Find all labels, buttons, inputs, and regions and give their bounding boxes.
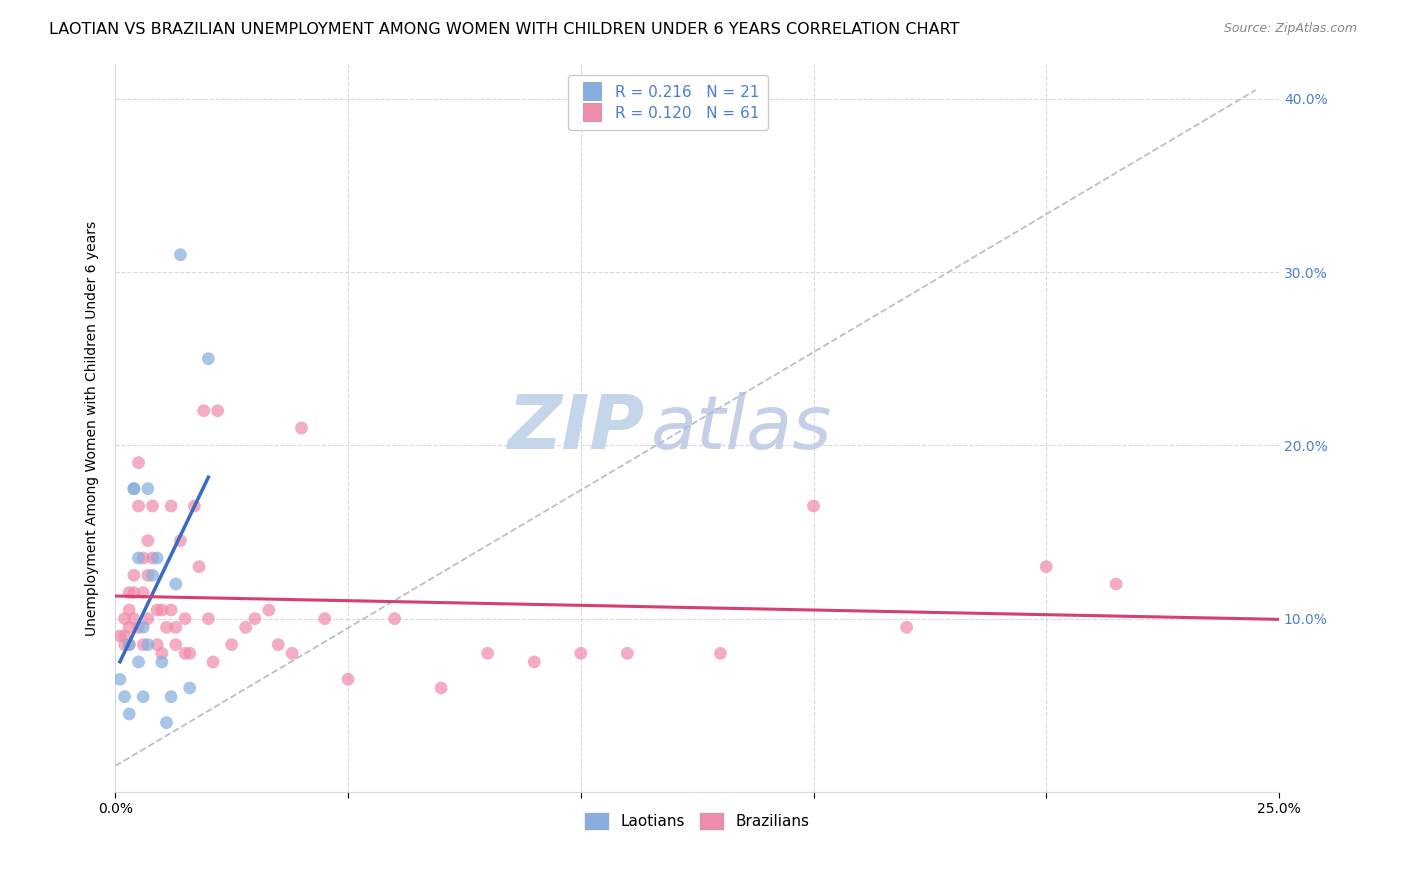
Point: [337, 673, 360, 687]
Point: [128, 456, 150, 470]
Point: [267, 638, 290, 652]
Y-axis label: Unemployment Among Women with Children Under 6 years: Unemployment Among Women with Children U…: [86, 220, 100, 636]
Point: [1105, 577, 1128, 591]
Point: [235, 620, 257, 634]
Point: [709, 646, 731, 660]
Point: [118, 638, 141, 652]
Point: [257, 603, 280, 617]
Point: [169, 248, 191, 262]
Point: [803, 499, 825, 513]
Point: [122, 482, 145, 496]
Point: [193, 403, 215, 417]
Point: [141, 551, 163, 566]
Point: [169, 533, 191, 548]
Point: [118, 585, 141, 599]
Point: [165, 620, 187, 634]
Point: [128, 655, 150, 669]
Point: [155, 620, 177, 634]
Point: [384, 612, 406, 626]
Point: [281, 646, 304, 660]
Point: [430, 681, 453, 695]
Point: [122, 482, 145, 496]
Point: [114, 690, 136, 704]
Point: [150, 655, 173, 669]
Point: [160, 603, 183, 617]
Point: [132, 585, 155, 599]
Point: [132, 690, 155, 704]
Point: [146, 551, 169, 566]
Text: LAOTIAN VS BRAZILIAN UNEMPLOYMENT AMONG WOMEN WITH CHILDREN UNDER 6 YEARS CORREL: LAOTIAN VS BRAZILIAN UNEMPLOYMENT AMONG …: [49, 22, 960, 37]
Point: [188, 559, 211, 574]
Point: [132, 551, 155, 566]
Point: [141, 568, 163, 582]
Point: [523, 655, 546, 669]
Point: [197, 351, 219, 366]
Point: [243, 612, 266, 626]
Point: [118, 603, 141, 617]
Point: [132, 620, 155, 634]
Point: [569, 646, 592, 660]
Point: [896, 620, 918, 634]
Point: [122, 585, 145, 599]
Point: [174, 646, 197, 660]
Point: [290, 421, 312, 435]
Point: [1035, 559, 1057, 574]
Point: [165, 577, 187, 591]
Text: ZIP: ZIP: [508, 392, 645, 465]
Point: [183, 499, 205, 513]
Point: [179, 681, 201, 695]
Point: [141, 499, 163, 513]
Point: [128, 620, 150, 634]
Point: [165, 638, 187, 652]
Point: [118, 706, 141, 721]
Point: [221, 638, 243, 652]
Point: [114, 638, 136, 652]
Point: [160, 690, 183, 704]
Point: [146, 603, 169, 617]
Point: [118, 620, 141, 634]
Point: [207, 403, 229, 417]
Point: [132, 638, 155, 652]
Point: [108, 673, 131, 687]
Point: [136, 612, 159, 626]
Point: [122, 612, 145, 626]
Point: [136, 638, 159, 652]
Text: atlas: atlas: [651, 392, 832, 464]
Point: [108, 629, 131, 643]
Point: [314, 612, 336, 626]
Point: [128, 551, 150, 566]
Legend: Laotians, Brazilians: Laotians, Brazilians: [579, 807, 815, 835]
Point: [114, 629, 136, 643]
Point: [616, 646, 638, 660]
Point: [150, 646, 173, 660]
Point: [202, 655, 225, 669]
Point: [136, 533, 159, 548]
Point: [150, 603, 173, 617]
Point: [136, 482, 159, 496]
Point: [146, 638, 169, 652]
Point: [114, 612, 136, 626]
Point: [118, 638, 141, 652]
Point: [128, 499, 150, 513]
Point: [155, 715, 177, 730]
Point: [174, 612, 197, 626]
Point: [160, 499, 183, 513]
Point: [136, 568, 159, 582]
Text: Source: ZipAtlas.com: Source: ZipAtlas.com: [1223, 22, 1357, 36]
Point: [197, 612, 219, 626]
Point: [179, 646, 201, 660]
Point: [477, 646, 499, 660]
Point: [122, 568, 145, 582]
